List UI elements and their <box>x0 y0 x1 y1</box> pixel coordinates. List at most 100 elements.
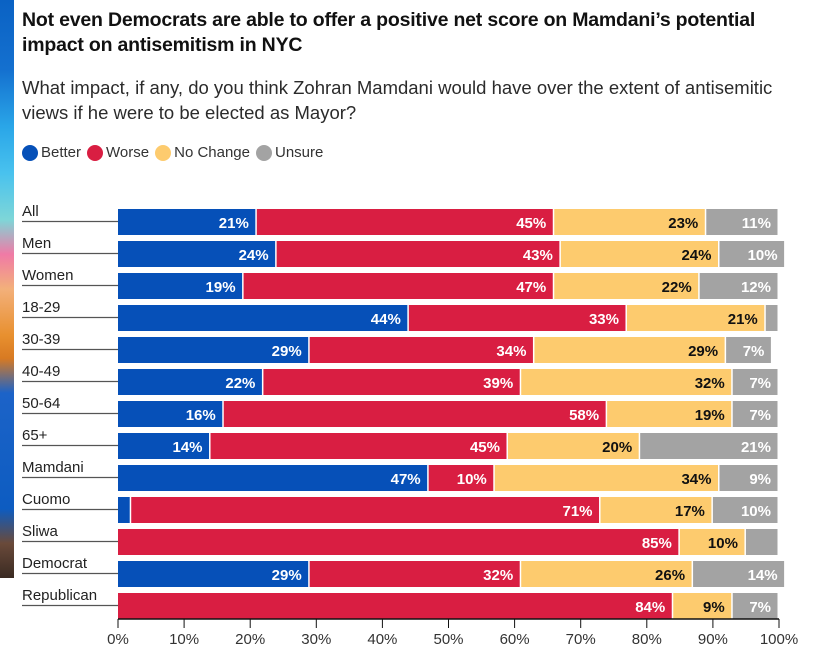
legend-dot-unsure-icon <box>256 144 272 161</box>
legend-dot-worse-icon <box>87 144 104 161</box>
data-label: 39% <box>483 375 513 392</box>
data-label: 10% <box>457 471 487 488</box>
data-label: 29% <box>688 343 718 360</box>
bar-segment-no-change <box>560 241 719 267</box>
data-label: 9% <box>749 471 771 488</box>
data-label: 7% <box>749 599 771 616</box>
data-label: 45% <box>516 215 546 232</box>
bar-segment-unsure <box>699 273 778 299</box>
data-label: 43% <box>523 247 553 264</box>
bar-segment-no-change <box>521 561 692 587</box>
bar-segment-worse <box>428 465 494 491</box>
bar-segment-worse <box>243 273 553 299</box>
legend-dot-better-icon <box>22 144 38 161</box>
data-label: 32% <box>483 567 513 584</box>
data-label: 14% <box>173 439 203 456</box>
data-label: 47% <box>391 471 421 488</box>
bar-segment-no-change <box>554 209 705 235</box>
legend-label: Better <box>41 144 82 161</box>
bar-segment-worse <box>256 209 553 235</box>
x-tick-label: 10% <box>169 631 199 648</box>
legend-item-worse: Worse <box>87 144 149 161</box>
row-label: All <box>22 203 39 220</box>
legend-dot-no-change-icon <box>155 144 172 161</box>
row-label: 40-49 <box>22 363 60 380</box>
legend-label: Unsure <box>275 144 324 161</box>
bar-segment-worse <box>118 529 679 555</box>
bar-segment-better <box>118 241 276 267</box>
data-label: 34% <box>496 343 526 360</box>
bar-segment-worse <box>408 305 626 331</box>
data-label: 22% <box>225 375 255 392</box>
bar-segment-no-change <box>554 273 699 299</box>
data-label: 29% <box>272 343 302 360</box>
legend-label: No Change <box>174 144 250 161</box>
data-label: 24% <box>681 247 711 264</box>
bar-segment-no-change <box>673 593 732 619</box>
row-label: 65+ <box>22 427 48 444</box>
data-label: 7% <box>749 375 771 392</box>
data-label: 21% <box>728 311 758 328</box>
bar-segment-unsure <box>732 593 778 619</box>
data-label: 23% <box>668 215 698 232</box>
row-label: 30-39 <box>22 331 60 348</box>
bar-segment-unsure <box>726 337 771 363</box>
bar-segment-no-change <box>521 369 732 395</box>
data-label: 17% <box>675 503 705 520</box>
row-label: Democrat <box>22 555 88 572</box>
x-tick-label: 50% <box>433 631 463 648</box>
data-label: 32% <box>695 375 725 392</box>
bar-segment-unsure <box>706 209 778 235</box>
bar-segment-unsure <box>745 529 778 555</box>
legend-item-unsure: Unsure <box>256 144 323 161</box>
data-label: 12% <box>741 279 771 296</box>
bar-segment-no-change <box>507 433 639 459</box>
data-label: 19% <box>695 407 725 424</box>
data-label: 10% <box>741 503 771 520</box>
data-label: 21% <box>741 439 771 456</box>
bar-segment-better <box>118 433 210 459</box>
bar-segment-no-change <box>534 337 725 363</box>
data-label: 26% <box>655 567 685 584</box>
data-label: 29% <box>272 567 302 584</box>
bar-segment-no-change <box>626 305 765 331</box>
row-label: Men <box>22 235 51 252</box>
data-label: 71% <box>562 503 592 520</box>
data-label: 44% <box>371 311 401 328</box>
legend-item-better: Better <box>22 144 81 161</box>
data-label: 21% <box>219 215 249 232</box>
data-label: 20% <box>602 439 632 456</box>
background-image-strip <box>0 0 14 578</box>
x-tick-label: 0% <box>107 631 129 648</box>
x-tick-label: 30% <box>301 631 331 648</box>
bar-segment-no-change <box>607 401 732 427</box>
row-label: Cuomo <box>22 491 70 508</box>
bar-segment-worse <box>309 337 533 363</box>
bar-segment-better <box>118 497 130 523</box>
chart-title: Not even Democrats are able to offer a p… <box>22 9 756 56</box>
data-label: 85% <box>642 535 672 552</box>
data-label: 10% <box>748 247 778 264</box>
row-label: Sliwa <box>22 523 59 540</box>
bar-segment-worse <box>276 241 560 267</box>
data-label: 58% <box>569 407 599 424</box>
row-label: Republican <box>22 587 97 604</box>
data-label: 10% <box>708 535 738 552</box>
bar-segment-unsure <box>719 241 785 267</box>
data-label: 14% <box>748 567 778 584</box>
x-tick-label: 90% <box>698 631 728 648</box>
row-label: Women <box>22 267 73 284</box>
bar-segment-worse <box>263 369 520 395</box>
data-label: 9% <box>703 599 725 616</box>
bar-segment-no-change <box>679 529 745 555</box>
x-tick-label: 40% <box>367 631 397 648</box>
bar-segment-unsure <box>693 561 785 587</box>
data-label: 19% <box>206 279 236 296</box>
x-tick-label: 80% <box>632 631 662 648</box>
bar-segment-worse <box>309 561 520 587</box>
bar-segment-better <box>118 305 408 331</box>
data-label: 45% <box>470 439 500 456</box>
data-label: 24% <box>239 247 269 264</box>
bar-segment-no-change <box>600 497 712 523</box>
